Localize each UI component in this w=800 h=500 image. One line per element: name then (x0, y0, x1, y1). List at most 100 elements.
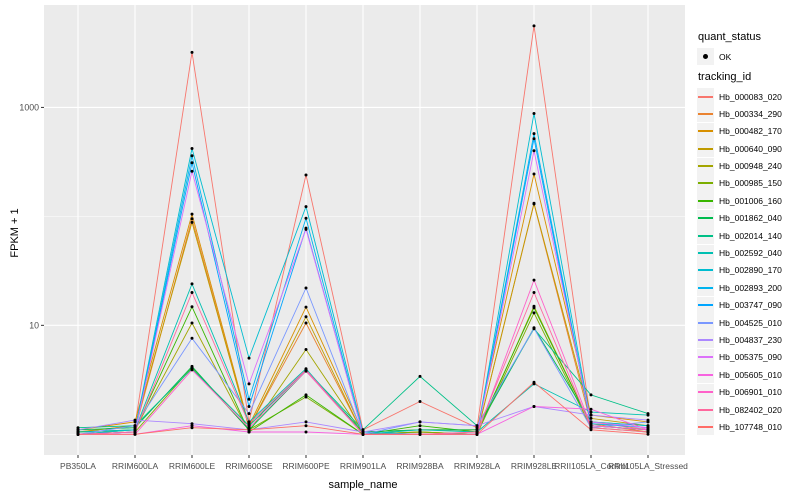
legend-item-Hb_082402_020: Hb_082402_020 (697, 401, 782, 419)
data-point (532, 326, 536, 330)
legend-key-box (697, 209, 714, 227)
legend-key-box (697, 383, 714, 401)
data-point (190, 282, 194, 286)
legend-item-label: Hb_000083_020 (719, 91, 782, 102)
data-point (418, 424, 422, 428)
data-point (190, 336, 194, 340)
x-tick-label: RRIM928BA (396, 461, 444, 471)
legend-item-Hb_000948_240: Hb_000948_240 (697, 157, 782, 175)
data-point (418, 432, 422, 436)
data-point (646, 426, 650, 430)
legend-item-label: Hb_004525_010 (719, 317, 782, 328)
data-point (304, 205, 308, 209)
legend-item-label: Hb_000482_170 (719, 126, 782, 137)
legend-item-label: Hb_082402_020 (719, 404, 782, 415)
x-tick-label: RRII105LA_Stressed (608, 461, 688, 471)
data-point (418, 400, 422, 403)
data-point (190, 154, 194, 158)
legend-item-Hb_000334_290: Hb_000334_290 (697, 105, 782, 123)
data-point (190, 169, 194, 173)
data-point (646, 418, 650, 422)
data-point (646, 430, 650, 434)
legend-item-label: Hb_005605_010 (719, 369, 782, 380)
data-point (133, 424, 137, 428)
legend-title-quant-status: quant_status (698, 31, 761, 43)
line-swatch-icon (698, 252, 713, 255)
data-point (247, 426, 251, 430)
y-tick-label: 1000 (19, 102, 39, 112)
legend-item-Hb_002890_170: Hb_002890_170 (697, 261, 782, 279)
legend-key-box (697, 366, 714, 384)
x-tick-label: RRIM600LE (169, 461, 216, 471)
y-tick-label: 10 (29, 320, 39, 330)
legend-item-Hb_002893_200: Hb_002893_200 (697, 279, 782, 297)
line-swatch-icon (698, 147, 713, 150)
legend-item-ok: OK (697, 48, 731, 65)
x-tick-label: RRIM928LA (454, 461, 501, 471)
legend-key-box (697, 331, 714, 349)
x-tick-label: RRIM600SE (225, 461, 273, 471)
data-point (190, 368, 194, 372)
x-tick-label: RRII105LA_Control (554, 461, 628, 471)
legend-item-label: Hb_002890_170 (719, 265, 782, 276)
data-point (304, 321, 308, 325)
line-swatch-icon (698, 356, 713, 359)
data-point (76, 432, 80, 436)
legend-item-label: Hb_002893_200 (719, 282, 782, 293)
legend-title-tracking-id: tracking_id (698, 71, 752, 83)
data-point (133, 430, 137, 434)
legend-item-Hb_003747_090: Hb_003747_090 (697, 296, 782, 314)
data-point (589, 428, 593, 432)
line-swatch-icon (698, 425, 713, 428)
data-point (646, 428, 650, 432)
data-point (247, 428, 251, 432)
x-tick-label: RRIM928LE (511, 461, 558, 471)
legend-item-label: Hb_000985_150 (719, 178, 782, 189)
data-point (190, 50, 194, 54)
data-point (247, 430, 251, 434)
data-point (190, 220, 194, 224)
data-point (532, 380, 536, 384)
data-point (532, 405, 536, 408)
line-swatch-icon (698, 217, 713, 220)
data-point (190, 364, 194, 368)
line-swatch-icon (698, 199, 713, 202)
data-point (532, 149, 536, 153)
data-point (532, 291, 536, 294)
data-point (532, 306, 536, 310)
line-swatch-icon (698, 95, 713, 98)
line-swatch-icon (698, 269, 713, 272)
data-point (361, 432, 365, 436)
data-point (532, 172, 536, 176)
data-point (304, 430, 308, 434)
x-axis-title: sample_name (328, 479, 398, 491)
data-point (247, 356, 251, 360)
legend-item-Hb_001862_040: Hb_001862_040 (697, 209, 782, 227)
data-point (475, 424, 479, 428)
legend-item-label: Hb_001006_160 (719, 195, 782, 206)
legend-item-Hb_107748_010: Hb_107748_010 (697, 418, 782, 436)
legend-item-label: Hb_002592_040 (719, 248, 782, 259)
line-swatch-icon (698, 304, 713, 307)
data-point (589, 413, 593, 417)
data-point (589, 407, 593, 411)
line-swatch-icon (698, 182, 713, 185)
data-point (133, 428, 137, 432)
legend-item-Hb_000985_150: Hb_000985_150 (697, 174, 782, 192)
line-swatch-icon (698, 165, 713, 168)
data-point (304, 173, 308, 177)
legend-item-Hb_002014_140: Hb_002014_140 (697, 227, 782, 245)
data-point (532, 24, 536, 28)
data-point (76, 426, 80, 430)
data-point (304, 286, 308, 290)
data-point (589, 420, 593, 424)
data-point (247, 397, 251, 401)
data-point (475, 428, 479, 432)
x-tick-label: RRIM600PE (282, 461, 330, 471)
legend-item-Hb_000640_090: Hb_000640_090 (697, 140, 782, 158)
data-point (76, 428, 80, 432)
data-point (304, 368, 308, 372)
data-point (190, 147, 194, 150)
data-point (304, 420, 308, 424)
line-swatch-icon (698, 321, 713, 324)
